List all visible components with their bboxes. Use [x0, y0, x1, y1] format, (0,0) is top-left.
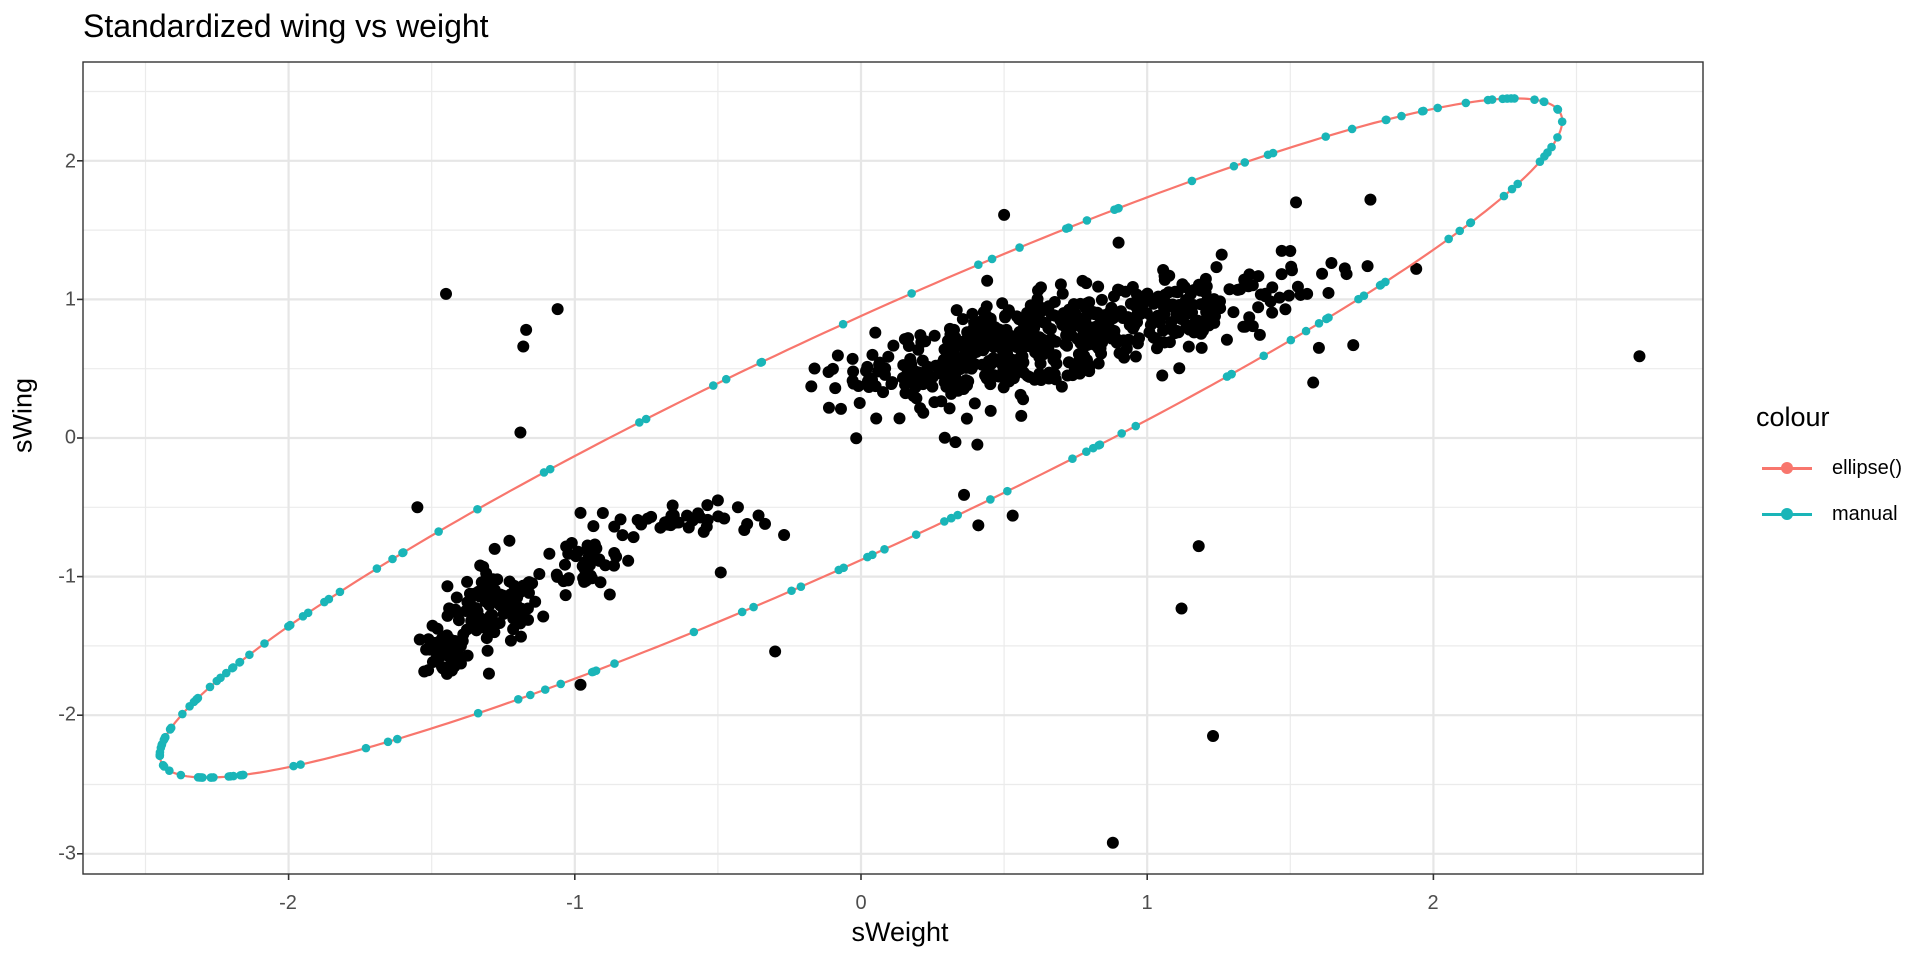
axis-ticks	[77, 160, 1435, 880]
x-tick-label: 1	[1141, 892, 1153, 914]
legend-item-manual: manual	[1756, 491, 1902, 537]
x-tick-label: 0	[855, 892, 867, 914]
legend-label: manual	[1832, 502, 1898, 525]
y-tick-label: 2	[64, 150, 76, 173]
y-tick-label: -2	[58, 703, 76, 726]
legend: colour ellipse() manual	[1756, 402, 1902, 537]
manual-ellipse-points	[155, 94, 1567, 782]
x-tick-label: -1	[566, 892, 584, 914]
minor-gridlines	[83, 62, 1703, 874]
y-tick-label: -3	[58, 842, 76, 865]
legend-label: ellipse()	[1832, 456, 1903, 479]
major-gridlines	[83, 62, 1703, 874]
x-tick-label: 2	[1427, 892, 1439, 914]
chart-title: Standardized wing vs weight	[83, 8, 489, 44]
x-tick-label: -2	[279, 892, 297, 914]
legend-title: colour	[1756, 402, 1830, 432]
y-axis-title: sWing	[7, 377, 38, 453]
line-point-icon	[1762, 458, 1812, 478]
x-axis-title: sWeight	[851, 917, 949, 947]
line-point-icon	[1762, 504, 1812, 524]
y-tick-label: 1	[64, 288, 76, 311]
panel-border	[82, 61, 1704, 875]
y-tick-label: 0	[64, 426, 76, 449]
legend-item-ellipse: ellipse()	[1756, 445, 1902, 491]
scatter-points	[411, 193, 1646, 849]
y-tick-label: -1	[58, 565, 76, 588]
